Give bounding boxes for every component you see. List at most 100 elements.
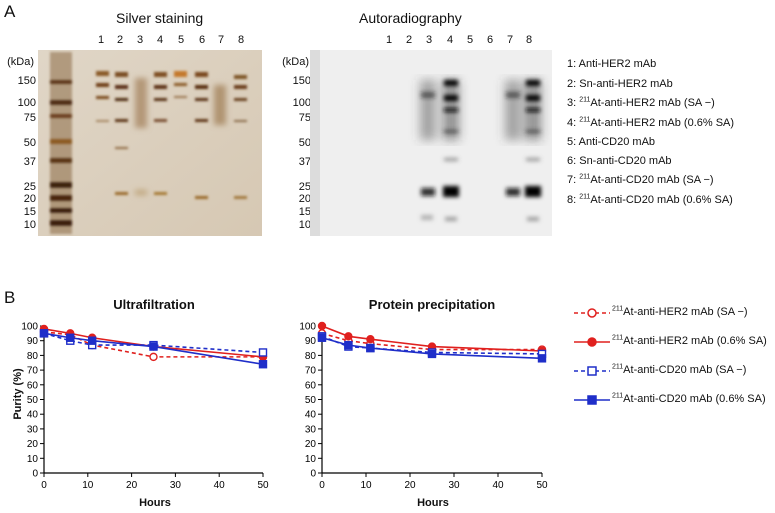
- data-point: [39, 329, 49, 338]
- kda-marker-label: 50: [23, 137, 36, 149]
- y-tick-label: 60: [305, 380, 317, 391]
- auto-lane-number: 2: [405, 34, 413, 46]
- data-point: [427, 349, 437, 359]
- kda-marker-label: 15: [23, 206, 36, 218]
- x-tick-label: 40: [214, 480, 226, 491]
- lane-legend-entry: 7: 211At-anti-CD20 mAb (SA −): [567, 173, 714, 186]
- silver-lane-number: 3: [136, 34, 144, 46]
- y-tick-label: 40: [27, 410, 39, 421]
- y-tick-label: 30: [305, 424, 317, 435]
- kda-marker-label: 10: [298, 219, 311, 231]
- x-tick-label: 0: [319, 480, 325, 491]
- x-tick-label: 10: [82, 480, 94, 491]
- y-tick-label: 50: [27, 395, 39, 406]
- x-tick-label: 50: [536, 480, 548, 491]
- data-point: [344, 332, 353, 341]
- auto-lane-number: 7: [506, 34, 514, 46]
- autoradiography-image: [310, 50, 552, 236]
- chart-title-ultrafiltration: Ultrafiltration: [113, 297, 195, 312]
- kda-marker-label: 15: [298, 206, 311, 218]
- y-tick-label: 70: [305, 366, 317, 377]
- x-tick-label: 30: [448, 480, 460, 491]
- series-legend-entry: 211At-anti-HER2 mAb (0.6% SA): [612, 334, 767, 347]
- y-tick-label: 80: [305, 351, 317, 362]
- y-tick-label: 60: [27, 380, 39, 391]
- autoradiography-title: Autoradiography: [359, 10, 462, 26]
- x-tick-label: 0: [41, 480, 47, 491]
- y-tick-label: 40: [305, 410, 317, 421]
- silver-lane-number: 5: [177, 34, 185, 46]
- lane-legend-entry: 1: Anti-HER2 mAb: [567, 58, 657, 70]
- data-point: [366, 335, 375, 344]
- filled-circle-marker-icon: [587, 337, 597, 347]
- filled-square-marker-icon: [587, 395, 597, 405]
- kda-unit-label: (kDa): [282, 56, 309, 68]
- kda-marker-label: 150: [17, 75, 36, 87]
- legend-b-markers: [574, 308, 610, 405]
- data-point: [344, 340, 353, 350]
- kda-marker-label: 150: [292, 75, 311, 87]
- x-tick-label: 10: [360, 480, 372, 491]
- auto-lane-number: 6: [486, 34, 494, 46]
- kda-marker-label: 20: [23, 193, 36, 205]
- auto-lane-number: 4: [446, 34, 454, 46]
- data-point: [149, 352, 158, 362]
- data-point: [258, 360, 268, 369]
- y-tick-label: 0: [310, 469, 316, 480]
- y-tick-label: 0: [32, 469, 38, 480]
- auto-lane-number: 1: [385, 34, 393, 46]
- y-tick-label: 90: [27, 336, 39, 347]
- open-square-marker-icon: [587, 366, 597, 376]
- auto-lane-number: 3: [425, 34, 433, 46]
- lane-legend-entry: 6: Sn-anti-CD20 mAb: [567, 155, 672, 167]
- kda-marker-label: 25: [298, 181, 311, 193]
- x-axis-label: Hours: [139, 497, 171, 509]
- panel-a-label: A: [4, 2, 16, 21]
- y-tick-label: 90: [305, 336, 317, 347]
- kda-marker-label: 75: [23, 112, 36, 124]
- kda-marker-label: 10: [23, 219, 36, 231]
- kda-marker-label: 37: [298, 156, 311, 168]
- data-point: [66, 333, 75, 342]
- auto-lane-number: 5: [466, 34, 474, 46]
- y-tick-label: 10: [305, 454, 317, 465]
- kda-marker-label: 75: [298, 112, 311, 124]
- lane-legend-entry: 5: Anti-CD20 mAb: [567, 136, 656, 148]
- kda-marker-label: 37: [23, 156, 36, 168]
- data-point: [537, 354, 547, 363]
- y-tick-label: 10: [27, 454, 39, 465]
- x-tick-label: 20: [404, 480, 416, 491]
- x-tick-label: 50: [257, 480, 269, 491]
- data-point: [87, 336, 97, 345]
- lane-legend-entry: 4: 211At-anti-HER2 mAb (0.6% SA): [567, 116, 735, 129]
- silver-lane-number: 1: [97, 34, 105, 46]
- kda-marker-label: 25: [23, 181, 36, 193]
- data-point: [317, 333, 327, 342]
- data-point: [149, 342, 158, 351]
- y-tick-label: 20: [305, 439, 317, 450]
- silver-gel-title: Silver staining: [116, 10, 204, 26]
- kda-marker-label: 20: [298, 193, 311, 205]
- x-axis-label: Hours: [417, 497, 449, 509]
- y-tick-label: 100: [21, 322, 38, 333]
- silver-lane-number: 2: [116, 34, 124, 46]
- series-legend-entry: 211At-anti-CD20 mAb (SA −): [612, 363, 747, 376]
- open-circle-marker-icon: [587, 308, 597, 318]
- silver-lane-number: 4: [156, 34, 164, 46]
- y-tick-label: 100: [299, 322, 316, 333]
- series-legend-entry: 211At-anti-HER2 mAb (SA −): [612, 305, 748, 318]
- kda-marker-label: 100: [292, 97, 311, 109]
- lane-legend-entry: 2: Sn-anti-HER2 mAb: [567, 78, 673, 90]
- kda-marker-label: 100: [17, 97, 36, 109]
- y-tick-label: 30: [27, 424, 39, 435]
- y-tick-label: 70: [27, 366, 39, 377]
- series-legend-entry: 211At-anti-CD20 mAb (0.6% SA): [612, 392, 766, 405]
- panel-b-label: B: [4, 288, 16, 307]
- x-tick-label: 30: [170, 480, 182, 491]
- data-point: [258, 348, 268, 357]
- auto-lane-number: 8: [525, 34, 533, 46]
- silver-lane-number: 7: [217, 34, 225, 46]
- y-tick-label: 20: [27, 439, 39, 450]
- y-tick-label: 50: [305, 395, 317, 406]
